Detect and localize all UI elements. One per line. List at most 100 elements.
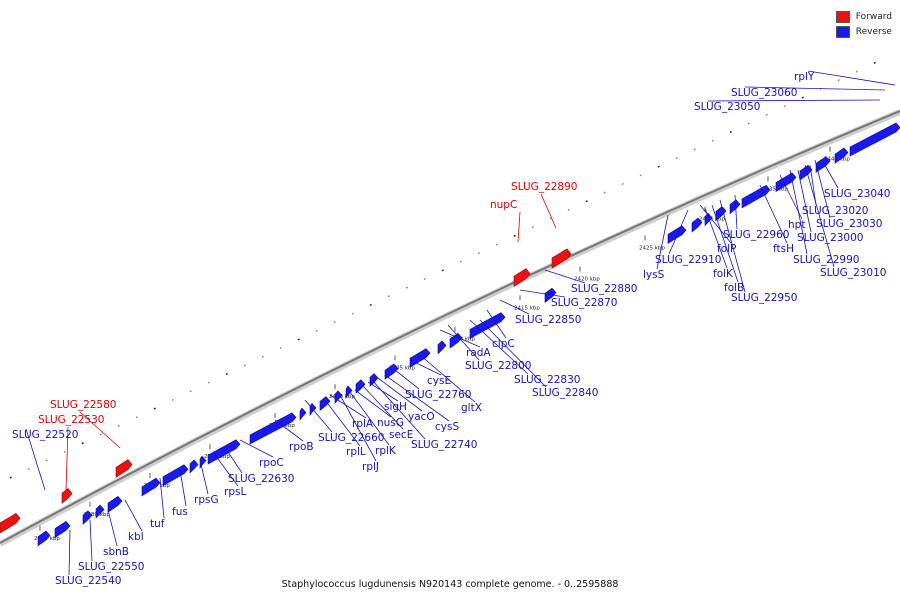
reverse-leader: [324, 399, 361, 447]
reverse-leader: [349, 391, 390, 446]
reverse-leader: [89, 519, 93, 562]
reverse-gene-label: SLUG_23020: [802, 205, 868, 217]
reverse-gene-block: [369, 373, 379, 388]
reverse-leader: [469, 319, 529, 375]
reverse-gene-block: [95, 504, 105, 519]
genome-caption: Staphylococcus lugdunensis N920143 compl…: [281, 579, 619, 590]
reverse-leader: [199, 459, 209, 495]
reverse-gene-label: rpoC: [259, 457, 284, 469]
legend-forward: Forward: [835, 9, 892, 24]
guide-dot: [801, 96, 804, 99]
axis-shadow: [0, 109, 900, 547]
reverse-gene-label: SLUG_23040: [824, 188, 890, 200]
guide-dot: [477, 251, 480, 255]
reverse-gene-block: [729, 199, 741, 215]
reverse-leader: [354, 389, 392, 418]
reverse-gene-block: [849, 122, 900, 157]
forward-leader: [540, 193, 557, 229]
reverse-gene-label: SLUG_22990: [793, 254, 859, 266]
reverse-gene-label: SLUG_22960: [723, 229, 789, 241]
guide-dot: [621, 182, 624, 186]
reverse-gene-label: SLUG_22630: [228, 473, 294, 485]
reverse-leader: [759, 184, 788, 244]
reverse-gene-label: fus: [172, 506, 188, 518]
guide-dot: [441, 269, 444, 272]
guide-dot: [693, 148, 696, 151]
kbp-tick-label: 2425 kbp: [639, 245, 665, 251]
reverse-leader: [371, 379, 426, 440]
reverse-leader: [179, 469, 187, 507]
guide-dot: [711, 139, 714, 142]
reverse-leader: [821, 159, 839, 189]
reverse-gene-block: [189, 459, 199, 474]
reverse-leader: [107, 509, 118, 547]
reverse-leader: [704, 207, 728, 269]
guide-dot: [567, 208, 570, 211]
reverse-leader: [814, 159, 831, 219]
guide-dot: [27, 467, 30, 471]
reverse-gene-label: SLUG_22830: [514, 374, 580, 386]
reverse-gene-label: SLUG_22800: [465, 360, 531, 372]
reverse-gene-label: SLUG_22660: [318, 432, 384, 444]
guide-dot: [9, 476, 12, 479]
guide-dot: [423, 277, 426, 281]
forward-gene-label: nupC: [490, 199, 517, 211]
reverse-leader: [409, 359, 442, 376]
forward-leader: [79, 411, 121, 449]
forward-swatch: [835, 10, 850, 23]
reverse-leader: [394, 369, 420, 390]
reverse-gene-label: rplL: [346, 446, 366, 458]
reverse-gene-label: SLUG_22910: [655, 254, 721, 266]
reverse-leader: [339, 394, 377, 462]
guide-dot: [315, 329, 318, 332]
reverse-leader: [25, 428, 46, 491]
guide-dot: [261, 355, 264, 358]
reverse-leader: [384, 374, 450, 422]
reverse-gene-label: kbl: [128, 531, 144, 543]
reverse-leader: [804, 164, 835, 268]
guide-dot: [99, 433, 102, 436]
reverse-leader: [159, 477, 165, 519]
reverse-gene-block: [249, 412, 297, 445]
reverse-gene-label: folK: [713, 268, 734, 280]
reverse-leader: [214, 454, 239, 487]
reverse-gene-label: rpsG: [194, 494, 219, 506]
guide-dot: [225, 372, 228, 376]
reverse-swatch: [835, 25, 850, 38]
guide-dot: [657, 165, 660, 168]
reverse-gene-label: SLUG_23050: [694, 101, 760, 113]
guide-dot: [369, 303, 372, 306]
forward-leader: [517, 211, 521, 243]
reverse-leader: [274, 419, 304, 442]
reverse-leader: [809, 164, 817, 206]
guide-dot: [585, 200, 588, 203]
guide-dot: [333, 321, 336, 324]
reverse-gene-label: SLUG_22540: [55, 575, 121, 587]
reverse-gene-label: SLUG_23060: [731, 87, 797, 99]
guide-dot: [81, 442, 84, 445]
reverse-leader: [789, 169, 808, 255]
reverse-gene-label: secE: [389, 429, 413, 441]
reverse-gene-label: clpC: [492, 338, 515, 350]
reverse-gene-label: radA: [466, 347, 491, 359]
genome-axis: [0, 110, 900, 544]
reverse-leader: [499, 299, 530, 315]
kbp-tick-label: 2420 kbp: [574, 277, 600, 283]
forward-gene-block: [115, 459, 133, 478]
reverse-gene-label: lysS: [643, 269, 665, 281]
kbp-tick-label: 2405 kbp: [389, 365, 415, 371]
reverse-gene-label: rpoB: [289, 441, 314, 453]
kbp-tick-label: 2415 kbp: [514, 305, 540, 311]
guide-dot: [387, 295, 390, 298]
reverse-gene-label: SLUG_23000: [797, 232, 863, 244]
reverse-gene-label: folB: [724, 282, 744, 294]
reverse-leader: [124, 499, 143, 532]
reverse-gene-label: SLUG_22950: [731, 292, 797, 304]
forward-gene-block: [513, 268, 531, 287]
reverse-gene-block: [54, 521, 71, 539]
reverse-leader: [304, 399, 333, 433]
guide-dot: [765, 113, 768, 116]
forward-gene-label: SLUG_22530: [38, 414, 104, 426]
reverse-gene-block: [37, 530, 51, 547]
